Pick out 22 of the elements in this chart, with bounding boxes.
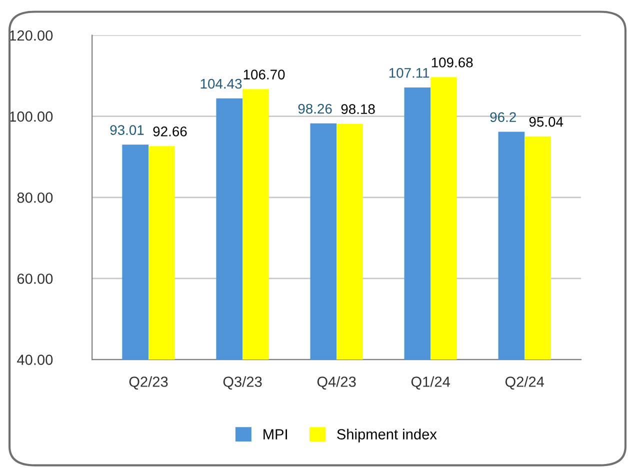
data-label: 98.26: [298, 104, 332, 114]
data-label: 93.01: [110, 125, 144, 135]
data-label: 109.68: [432, 58, 473, 68]
data-label: 95.04: [529, 116, 564, 127]
legend-label: Shipment index: [337, 428, 437, 442]
data-label: 92.66: [153, 126, 187, 136]
x-tick-label: Q1/24: [411, 376, 450, 390]
y-tick-label: 80.00: [17, 192, 53, 203]
data-label: 96.2: [490, 112, 516, 122]
y-tick-label: 60.00: [17, 274, 53, 284]
x-tick-label: Q4/23: [317, 376, 356, 390]
y-tick-label: 120.00: [10, 30, 53, 41]
x-tick-label: Q2/24: [505, 376, 544, 390]
x-tick-label: Q3/23: [223, 376, 262, 390]
data-label: 98.18: [341, 104, 375, 114]
legend-label: MPI: [264, 429, 287, 440]
data-label: 104.43: [200, 78, 242, 89]
x-tick-label: Q2/23: [129, 376, 168, 390]
data-label: 107.11: [389, 68, 430, 78]
data-label: 106.70: [244, 70, 285, 80]
y-tick-label: 40.00: [17, 354, 53, 365]
y-tick-label: 100.00: [10, 111, 53, 122]
